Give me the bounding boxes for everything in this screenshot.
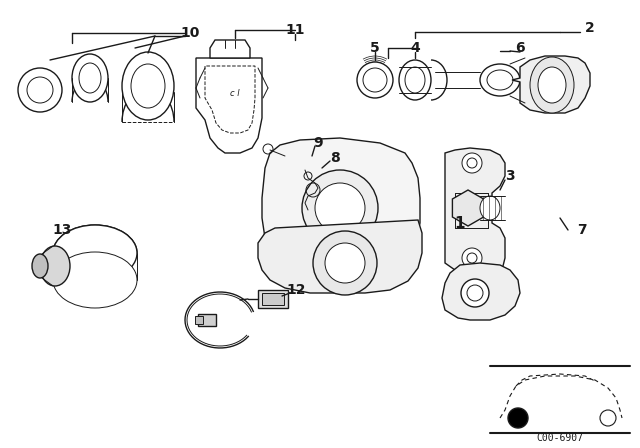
- Text: 6: 6: [515, 41, 525, 55]
- Circle shape: [462, 153, 482, 173]
- Circle shape: [600, 410, 616, 426]
- Polygon shape: [210, 40, 250, 58]
- Circle shape: [461, 279, 489, 307]
- Ellipse shape: [480, 64, 520, 96]
- Ellipse shape: [32, 254, 48, 278]
- Text: 11: 11: [285, 23, 305, 37]
- Text: 9: 9: [313, 136, 323, 150]
- Circle shape: [510, 410, 526, 426]
- Polygon shape: [196, 58, 262, 153]
- Text: C00-6907: C00-6907: [536, 433, 584, 443]
- Text: 5: 5: [370, 41, 380, 55]
- Text: 8: 8: [330, 151, 340, 165]
- Text: 2: 2: [585, 21, 595, 35]
- Polygon shape: [512, 56, 590, 113]
- Text: 7: 7: [577, 223, 587, 237]
- Text: c l: c l: [230, 89, 240, 98]
- Circle shape: [313, 231, 377, 295]
- Polygon shape: [445, 148, 505, 278]
- Text: 13: 13: [52, 223, 72, 237]
- Ellipse shape: [399, 60, 431, 100]
- Circle shape: [462, 248, 482, 268]
- Ellipse shape: [40, 246, 70, 286]
- Text: 12: 12: [286, 283, 306, 297]
- Ellipse shape: [72, 54, 108, 102]
- Circle shape: [508, 408, 528, 428]
- Text: 10: 10: [180, 26, 200, 40]
- Polygon shape: [452, 190, 484, 226]
- Circle shape: [302, 170, 378, 246]
- Text: 4: 4: [410, 41, 420, 55]
- Ellipse shape: [53, 252, 137, 308]
- Ellipse shape: [538, 67, 566, 103]
- Text: 1: 1: [455, 215, 465, 231]
- Bar: [195, 316, 203, 324]
- Bar: [258, 290, 288, 308]
- Ellipse shape: [53, 225, 137, 281]
- Polygon shape: [442, 263, 520, 320]
- Ellipse shape: [480, 196, 500, 220]
- Ellipse shape: [122, 52, 174, 120]
- Text: 3: 3: [505, 169, 515, 183]
- Circle shape: [18, 68, 62, 112]
- Ellipse shape: [530, 57, 574, 113]
- Circle shape: [315, 183, 365, 233]
- Circle shape: [357, 62, 393, 98]
- Circle shape: [325, 243, 365, 283]
- Bar: [198, 314, 216, 326]
- Polygon shape: [262, 138, 420, 270]
- Polygon shape: [258, 220, 422, 293]
- Bar: [262, 293, 284, 305]
